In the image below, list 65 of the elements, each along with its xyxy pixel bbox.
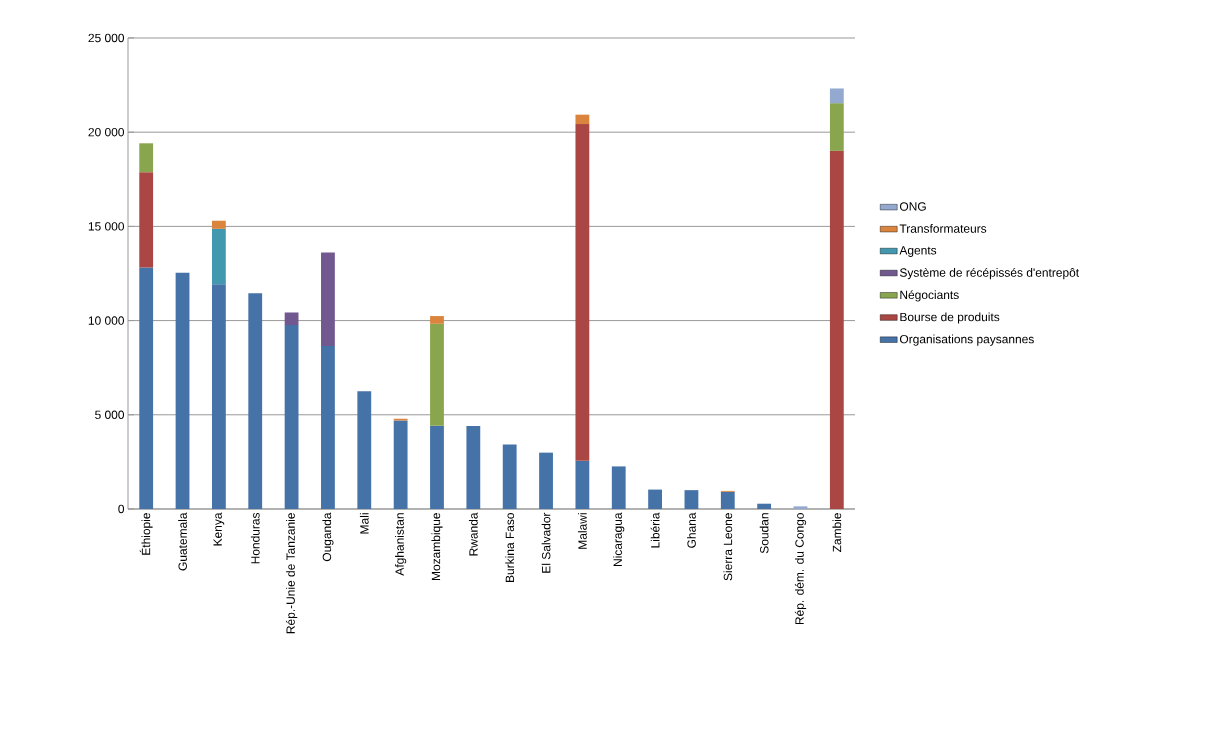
bar — [211, 220, 226, 229]
x-tick-label: Sierra Leone — [723, 513, 733, 581]
x-tick-label: Malawi — [578, 513, 587, 549]
x-tick-label: Rép. dém. du Congo — [794, 513, 807, 625]
bar — [321, 252, 335, 347]
x-tick-label: Mozambique — [431, 513, 443, 580]
bar — [139, 267, 154, 509]
bar — [211, 284, 226, 509]
legend-label: Système de récépissés d'entrepôt — [899, 267, 1080, 280]
x-tick-label: Éthiopie — [139, 513, 153, 555]
y-tick-label: 10 000 — [88, 316, 125, 325]
x-tick-label: Ouganda — [322, 512, 334, 562]
bar — [466, 426, 481, 509]
x-tick-label: Guatemala — [178, 512, 187, 571]
x-tick-label: Afghanistan — [395, 513, 407, 576]
y-tick-label: 0 — [118, 504, 125, 514]
bar — [575, 114, 590, 125]
bar — [321, 346, 335, 509]
bar — [648, 489, 662, 509]
bar — [757, 503, 772, 509]
legend-label: Transformateurs — [899, 224, 987, 233]
bar — [829, 88, 844, 104]
x-tick-label: Libéria — [650, 512, 660, 548]
x-tick-label: Soudan — [759, 513, 769, 554]
y-tick-label: 15 000 — [88, 222, 125, 231]
y-tick-label: 5 000 — [95, 410, 125, 420]
bar — [139, 143, 154, 173]
x-tick-label: El Salvador — [541, 512, 551, 573]
bar — [175, 272, 190, 509]
bar — [284, 325, 299, 509]
x-tick-label: Ghana — [687, 512, 696, 548]
bar — [720, 491, 735, 509]
bar — [284, 312, 299, 326]
legend-label: Bourse de produits — [900, 312, 1000, 324]
legend-label: Négociants — [900, 290, 959, 302]
legend-label: Organisations paysannes — [899, 334, 1034, 346]
x-tick-label: Honduras — [250, 512, 260, 564]
bar — [575, 460, 590, 509]
y-tick-label: 25 000 — [88, 33, 125, 43]
x-tick-label: Kenya — [213, 512, 225, 546]
x-tick-label: Mali — [359, 513, 369, 534]
bar — [430, 316, 444, 324]
x-tick-label: Zambie — [832, 513, 842, 552]
bar — [539, 452, 553, 509]
x-tick-label: Rép.-Unie de Tanzanie — [285, 513, 298, 634]
y-tick-label: 20 000 — [88, 127, 125, 137]
bar — [139, 172, 154, 268]
bar — [793, 506, 808, 509]
x-tick-label: Nicaragua — [613, 512, 625, 567]
bar — [430, 425, 444, 509]
bar — [575, 124, 590, 461]
bar — [611, 466, 626, 509]
legend-label: ONG — [899, 202, 926, 211]
bar — [211, 228, 226, 285]
bar — [357, 391, 372, 509]
legend-label: Agents — [899, 246, 937, 257]
bar — [684, 490, 699, 509]
x-tick-label: Rwanda — [468, 512, 478, 556]
bar — [430, 323, 444, 426]
bar — [829, 103, 844, 151]
x-tick-label: Burkina Faso — [505, 513, 515, 582]
bar — [393, 420, 408, 509]
bar — [829, 150, 844, 509]
bar — [502, 444, 517, 509]
bar — [248, 293, 263, 509]
